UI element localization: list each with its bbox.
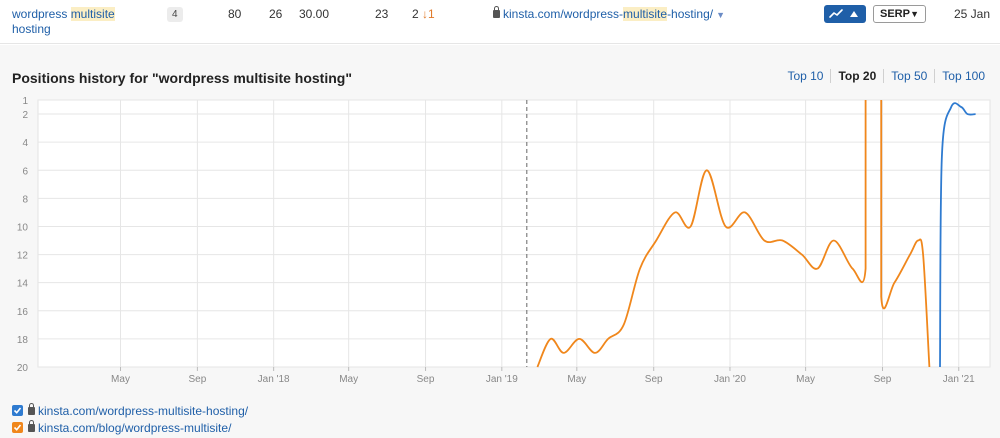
y-tick-label: 4 [22,138,28,149]
position-value: 2 [412,7,419,21]
url-text-2: -hosting/ [667,7,714,21]
keyword-row: wordpress multisite hosting 4 80 26 30.0… [0,0,1000,44]
x-tick-label: Sep [417,374,435,385]
lock-icon [493,6,500,18]
x-tick-label: Sep [188,374,206,385]
chevron-down-icon: ▼ [910,9,919,19]
y-tick-label: 2 [22,110,28,121]
chart-legend: kinsta.com/wordpress-multisite-hosting/ … [12,402,248,436]
legend-item[interactable]: kinsta.com/wordpress-multisite-hosting/ [12,402,248,419]
tab-top-10[interactable]: Top 10 [787,69,824,83]
keyword-highlight: multisite [70,7,115,21]
volume-value: 80 [228,7,242,21]
lock-icon [28,402,35,415]
checkbox-icon[interactable] [12,422,23,433]
x-tick-label: Sep [645,374,663,385]
keyword-link[interactable]: wordpress multisite hosting [12,7,162,37]
x-tick-label: Jan '21 [943,374,975,385]
trend-line-icon [829,9,843,18]
position-change: ↓1 [422,7,435,21]
legend-url[interactable]: kinsta.com/wordpress-multisite-hosting/ [38,403,249,418]
last-update-date: 25 Jan [954,7,991,21]
y-tick-label: 20 [17,363,29,374]
tab-top-20[interactable]: Top 20 [830,69,883,83]
x-tick-label: May [339,374,358,385]
series-line [536,100,867,368]
url-text: kinsta.com/wordpress- [503,7,624,21]
y-tick-label: 12 [17,251,29,262]
y-tick-label: 16 [17,307,29,318]
traffic-value: 23 [375,7,389,21]
keyword-text: wordpress [12,7,71,21]
x-tick-label: May [567,374,586,385]
keyword-badge: 4 [167,7,183,22]
cpc-value: 30.00 [299,7,330,21]
checkbox-icon[interactable] [12,405,23,416]
lock-icon [28,419,35,432]
series-line [880,100,931,368]
x-tick-label: Jan '20 [714,374,746,385]
url-dropdown-icon[interactable]: ▼ [716,10,726,20]
series-line [939,102,976,368]
position-cell: 2 ↓1 [412,7,435,22]
chart-title: Positions history for "wordpress multisi… [12,70,352,86]
url-highlight: multisite [623,7,668,21]
kd-value: 26 [269,7,283,21]
y-tick-label: 8 [22,194,28,205]
x-tick-label: May [796,374,815,385]
x-tick-label: Jan '18 [258,374,290,385]
y-tick-label: 10 [17,222,29,233]
x-tick-label: May [111,374,130,385]
tab-top-50[interactable]: Top 50 [883,69,934,83]
top-range-tabs: Top 10 Top 20 Top 50 Top 100 [780,69,992,83]
serp-label: SERP [880,8,910,20]
caret-up-icon [850,11,858,17]
serp-dropdown[interactable]: SERP ▼ [873,5,926,23]
y-tick-label: 1 [22,96,28,107]
y-tick-label: 14 [17,279,29,290]
y-tick-label: 6 [22,166,28,177]
legend-url[interactable]: kinsta.com/blog/wordpress-multisite/ [38,420,232,435]
positions-history-panel: Positions history for "wordpress multisi… [0,45,1000,438]
legend-item[interactable]: kinsta.com/blog/wordpress-multisite/ [12,419,248,436]
tab-top-100[interactable]: Top 100 [934,69,992,83]
x-tick-label: Sep [874,374,892,385]
keyword-text-2: hosting [12,22,51,36]
ranking-url-link[interactable]: kinsta.com/wordpress-multisite-hosting/▼ [493,6,726,23]
plot-area [37,99,991,368]
position-chart-toggle-button[interactable] [824,5,866,23]
x-tick-label: Jan '19 [486,374,518,385]
y-tick-label: 18 [17,335,29,346]
